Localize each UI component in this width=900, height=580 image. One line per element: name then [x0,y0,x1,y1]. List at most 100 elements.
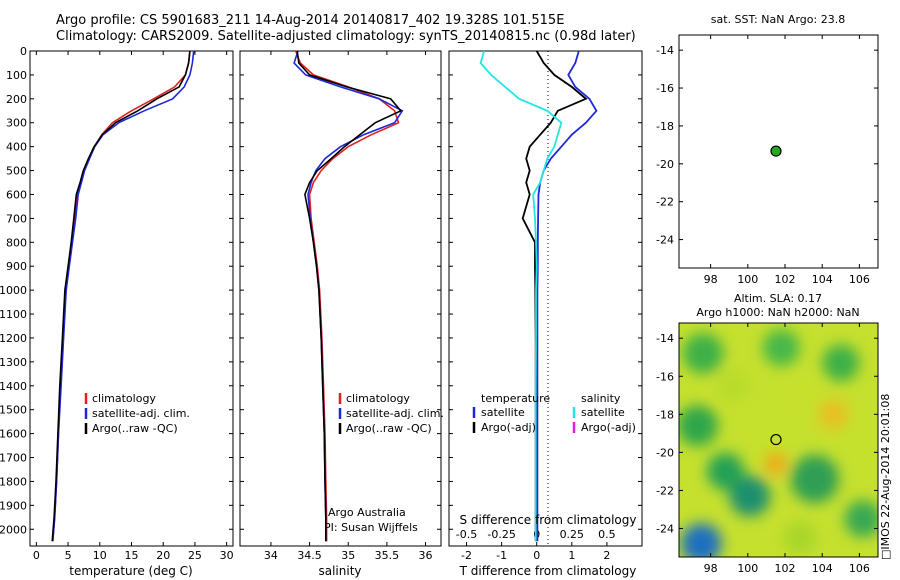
x-tick-label: 34.5 [297,549,322,562]
salinity-x-ticks: 34 34.5 35 35.5 36 [264,51,433,562]
x-tick-label: -1 [496,549,507,562]
y-tick-label: 1600 [0,428,27,441]
x-tick-label: 10 [93,549,107,562]
legend-title-salinity: salinity [581,392,621,405]
legend-label: satellite-adj. clim. [346,407,444,420]
sla-heatmap-cell [818,399,849,430]
legend-title-temperature: temperature [481,392,550,405]
difference-line [536,50,598,542]
sla-heatmap-cell [729,475,771,517]
sla-heatmap-cell [680,523,722,557]
y-tick-label: 400 [6,141,27,154]
sst-map-panel: sat. SST: NaN Argo: 23.8 -14 -16 -18 -20 -22… [656,13,879,286]
series-line [52,50,195,542]
x-tick-label: 35 [341,549,355,562]
legend-label: climatology [346,392,410,405]
x-tick-label: 35.5 [375,549,400,562]
sla-heatmap-cell [844,500,878,538]
argo-australia-note: Argo Australia [328,506,406,519]
sla-map-points [770,433,782,446]
y-tick-label: 1100 [0,308,27,321]
y-tick-label: 1800 [0,475,27,488]
salinity-x-axis-label: salinity [318,564,361,578]
argo-position-point [770,145,782,157]
sla-title-line1: Altim. SLA: 0.17 [734,292,822,305]
x-tick-label: 102 [775,273,796,286]
y-tick-label: 500 [6,165,27,178]
y-tick-label: 1300 [0,356,27,369]
y-tick-label: -14 [656,44,674,57]
y-tick-label: 1700 [0,452,27,465]
x-tick-label: -2 [461,549,472,562]
y-tick-label: 100 [6,69,27,82]
sla-heatmap-cell [762,329,800,367]
temperature-legend: climatology satellite-adj. clim. Argo(..ra… [84,392,190,435]
y-tick-label: -22 [656,484,674,497]
legend-label: satellite [481,406,525,419]
y-tick-label: 1200 [0,332,27,345]
t-difference-label: T difference from climatology [459,564,637,578]
y-tick-label: 200 [6,93,27,106]
x-tick-label: 102 [775,562,796,575]
x-tick-label: 100 [737,273,758,286]
sla-heatmap-cells [679,329,878,557]
difference-lines [479,50,598,542]
difference-line [521,50,588,542]
y-tick-label: -24 [656,234,674,247]
x-tick-label: 106 [849,562,870,575]
x-tick-label: 5 [65,549,72,562]
s-difference-label: S difference from climatology [460,513,637,527]
x-tick-label: 0 [33,549,40,562]
y-tick-label: 1500 [0,404,27,417]
y-tick-label: 300 [6,117,27,130]
sla-heatmap-cell [679,405,719,447]
sst-title: sat. SST: NaN Argo: 23.8 [711,13,845,26]
x-tick-label: 25 [188,549,202,562]
series-line [294,50,400,542]
y-tick-label: -18 [656,120,674,133]
sla-map-ticks: -14 -16 -18 -20 -22 -24 98 100 102 104 106 [656,323,878,575]
temperature-plot-frame [29,50,234,547]
temperature-y-ticks: 0 100 200 300 400 500 600 700 800 900 1000 1100 1200… [0,45,233,536]
series-line [51,50,191,542]
difference-ticks: -2 -1 0 1 2-0.5 -0.25 0 0.25 0.5 [449,50,642,562]
salinity-panel: 34 34.5 35 35.5 36 climatology satellite-adj.… [239,50,444,578]
legend-label: climatology [92,392,156,405]
temperature-profile-lines [51,50,195,542]
y-tick-label: 600 [6,188,27,201]
top-tick-label: -0.5 [456,528,477,541]
series-line [293,50,404,542]
header-line-2: Climatology: CARS2009. Satellite-adjuste… [56,29,636,44]
y-tick-label: 1900 [0,499,27,512]
sla-heatmap-cell [764,452,787,475]
legend-label: Argo(-adj) [581,421,636,434]
temperature-x-ticks: 0 5 10 15 20 25 30 [33,51,234,562]
sst-map-ticks: -14 -16 -18 -20 -22 -24 98 100 102 104 106 [656,35,878,286]
y-tick-label: -24 [656,522,674,535]
x-tick-label: 34 [264,549,278,562]
y-tick-label: 2000 [0,523,27,536]
sla-heatmap-cell [794,378,821,405]
top-tick-label: -0.25 [487,528,515,541]
legend-label: satellite-adj. clim. [92,407,190,420]
sla-heatmap-cell [783,521,817,555]
x-tick-label: 15 [125,549,139,562]
y-tick-label: 900 [6,260,27,273]
difference-line [479,50,563,542]
y-tick-label: -22 [656,196,674,209]
x-tick-label: 1 [568,549,575,562]
x-tick-label: 30 [220,549,234,562]
sla-heatmap-cell [706,452,745,490]
series-line [52,50,191,542]
legend-label: Argo(..raw -QC) [92,422,178,435]
sla-heatmap-cell [822,344,860,382]
pi-note: PI: Susan Wijffels [324,521,418,534]
x-tick-label: 98 [704,562,718,575]
salinity-profile-lines [293,50,404,542]
sla-map-panel: Altim. SLA: 0.17 Argo h1000: NaN h2000: … [656,292,879,575]
difference-legend: temperature salinitysatelliteArgo(-adj)sa… [472,392,636,434]
x-tick-label: 104 [812,562,833,575]
x-tick-label: 20 [156,549,170,562]
temperature-panel: 0100200300400500600700800900100011001200… [0,45,234,578]
legend-label: satellite [581,406,625,419]
